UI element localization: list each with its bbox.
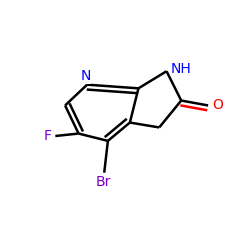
Text: Br: Br — [95, 175, 111, 189]
Text: NH: NH — [170, 62, 191, 76]
Text: N: N — [80, 69, 90, 83]
Text: F: F — [44, 129, 52, 143]
Text: O: O — [212, 98, 223, 112]
